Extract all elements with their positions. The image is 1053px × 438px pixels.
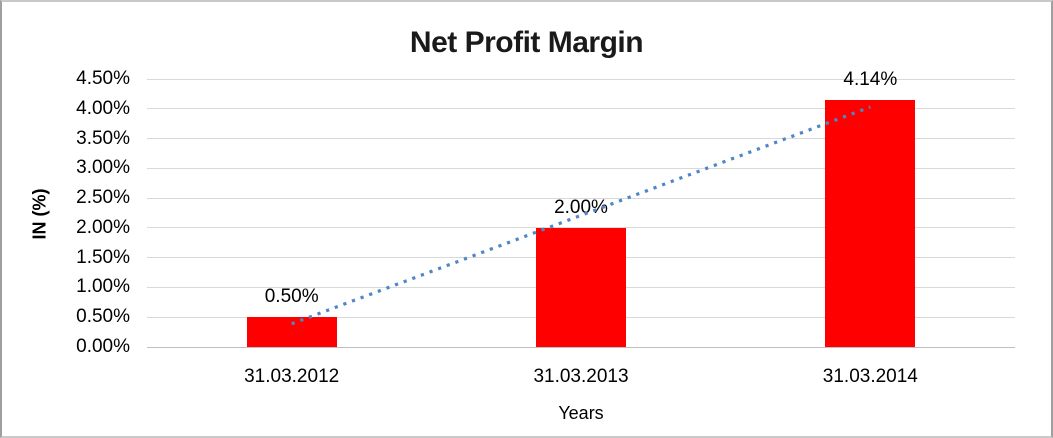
y-tick-label: 3.50% — [76, 127, 130, 149]
bar-data-label: 2.00% — [554, 196, 608, 218]
y-tick-label: 0.50% — [76, 306, 130, 328]
y-tick-label: 3.00% — [76, 157, 130, 179]
x-tick-label: 31.03.2012 — [244, 366, 340, 387]
y-tick-label: 2.00% — [76, 216, 130, 238]
bar-31.03.2014[interactable] — [825, 100, 916, 347]
bar-data-label: 4.14% — [843, 69, 898, 91]
bar-data-label: 0.50% — [264, 286, 319, 308]
bar-31.03.2013[interactable] — [536, 227, 626, 347]
x-tick-label: 31.03.2013 — [533, 366, 629, 387]
y-tick-label: 4.00% — [76, 97, 130, 119]
chart-title: Net Profit Margin — [409, 26, 644, 59]
y-tick-label: 1.00% — [76, 276, 130, 298]
y-tick-label: 4.50% — [76, 68, 130, 89]
x-tick-label: 31.03.2014 — [822, 366, 918, 387]
y-tick-label: 2.50% — [76, 187, 130, 209]
y-tick-label: 1.50% — [76, 246, 130, 268]
x-axis-title: Years — [558, 403, 604, 423]
y-tick-label: 0.00% — [76, 336, 130, 357]
bar-31.03.2012[interactable] — [246, 317, 337, 347]
